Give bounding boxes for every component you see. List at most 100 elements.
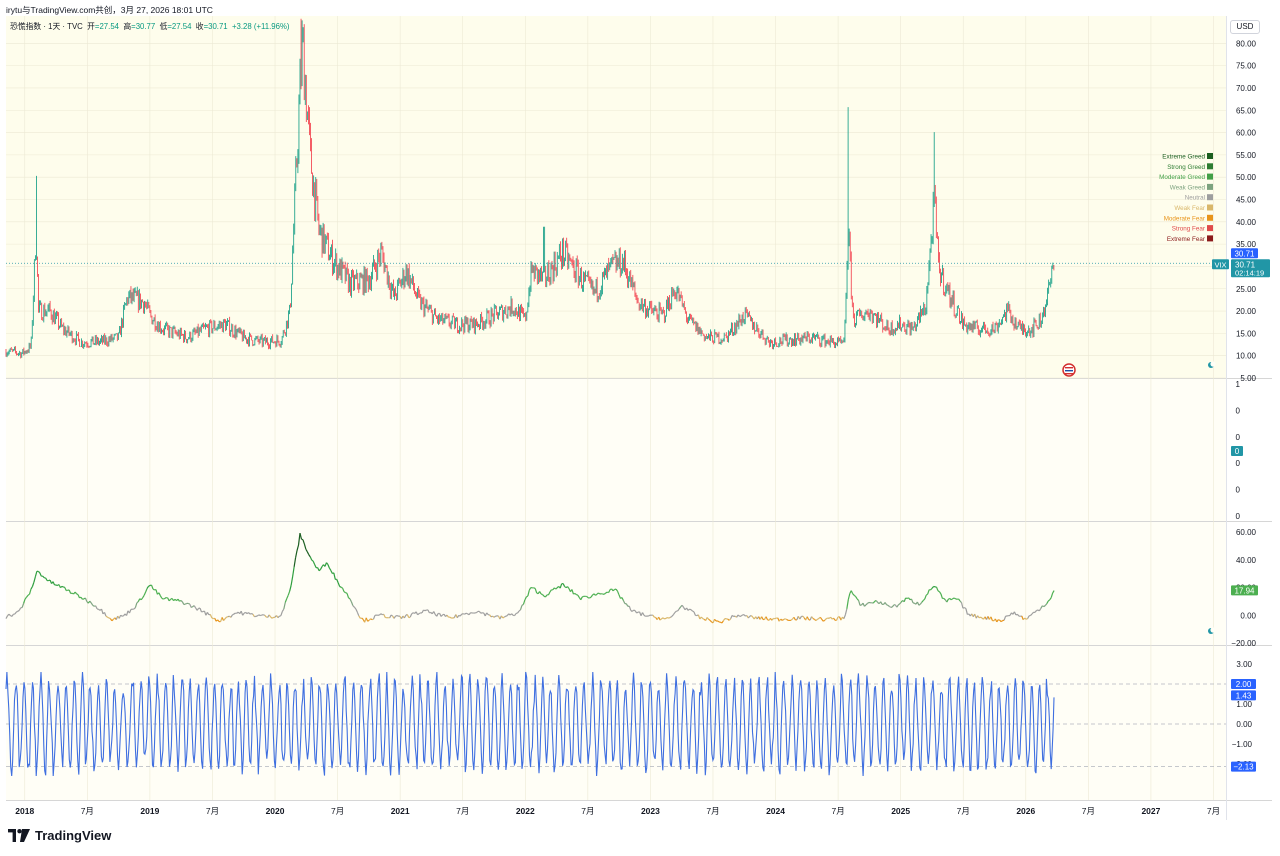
sentiment-legend-swatch	[1207, 194, 1213, 201]
sentiment-segment	[1040, 605, 1043, 609]
sentiment-segment	[230, 614, 233, 618]
sentiment-segment	[296, 544, 300, 551]
sentiment-segment	[411, 612, 414, 615]
x-tick-label: 7月	[957, 806, 970, 816]
sentiment-segment	[749, 615, 752, 617]
x-tick-label: 2027	[1141, 806, 1160, 816]
sentiment-segment	[937, 590, 940, 593]
sentiment-segment	[593, 593, 596, 596]
sentiment-segment	[27, 593, 30, 596]
sentiment-segment	[268, 614, 272, 618]
sentiment-segment	[922, 598, 926, 601]
sentiment-segment	[950, 598, 954, 601]
sentiment-legend-label: Strong Greed	[1167, 164, 1205, 171]
sentiment-legend-swatch	[1207, 214, 1213, 221]
sentiment-segment	[1016, 613, 1020, 617]
sentiment-segment	[815, 618, 818, 622]
sentiment-segment	[914, 602, 917, 605]
x-tick-label: 2018	[15, 806, 34, 816]
sentiment-segment	[625, 603, 629, 607]
sentiment-segment	[173, 598, 176, 602]
sentiment-segment	[1027, 615, 1030, 619]
sentiment-segment	[714, 618, 717, 622]
sentiment-segment	[120, 614, 123, 617]
sentiment-segment	[612, 588, 616, 592]
sentiment-segment	[690, 609, 693, 612]
sentiment-segment	[161, 597, 164, 600]
indicator-last-text: 17.94	[1234, 586, 1255, 595]
indicator-pane-bg	[6, 522, 1226, 645]
sentiment-segment	[31, 581, 35, 587]
sentiment-segment	[918, 603, 921, 606]
sentiment-segment	[1030, 613, 1033, 616]
sentiment-segment	[853, 594, 857, 598]
sentiment-segment	[492, 615, 495, 618]
sentiment-segment	[150, 584, 154, 590]
sentiment-segment	[90, 602, 94, 606]
sentiment-segment	[959, 600, 962, 604]
sentiment-line	[5, 532, 1055, 624]
sentiment-segment	[924, 594, 927, 600]
sentiment-segment	[486, 612, 489, 616]
sentiment-segment	[361, 617, 364, 620]
oscillator-y-label: −1.00	[1232, 740, 1253, 749]
sentiment-segment	[761, 616, 764, 620]
sentiment-segment	[308, 554, 311, 558]
y-tick-label: 65.00	[1236, 106, 1257, 115]
sentiment-segment	[519, 605, 523, 611]
sentiment-segment	[242, 612, 245, 616]
sentiment-segment	[350, 601, 354, 606]
sentiment-segment	[721, 620, 724, 624]
sentiment-segment	[899, 601, 902, 605]
sentiment-segment	[196, 608, 200, 611]
x-tick-label: 2023	[641, 806, 660, 816]
sentiment-segment	[595, 593, 598, 596]
sentiment-segment	[337, 582, 341, 587]
sentiment-segment	[750, 615, 754, 618]
sentiment-segment	[185, 602, 188, 605]
sentiment-segment	[368, 618, 371, 621]
sentiment-segment	[412, 612, 415, 614]
sentiment-segment	[440, 614, 444, 617]
sentiment-segment	[648, 614, 651, 617]
sentiment-segment	[258, 614, 261, 617]
sentiment-segment	[896, 604, 899, 608]
sentiment-segment	[424, 609, 427, 612]
sentiment-segment	[309, 556, 313, 561]
sentiment-segment	[1050, 592, 1054, 598]
sentiment-segment	[340, 586, 343, 589]
sentiment-segment	[616, 590, 620, 596]
sentiment-segment	[461, 613, 464, 615]
zero-pane-y-label: 0	[1236, 433, 1241, 442]
share-caption: irytu与TradingView.com共创，3月 27, 2026 18:0…	[6, 5, 213, 15]
sentiment-segment	[367, 619, 370, 622]
sentiment-segment	[670, 615, 673, 618]
sentiment-segment	[605, 591, 608, 594]
sentiment-segment	[284, 598, 288, 603]
currency-button[interactable]: USD	[1230, 20, 1260, 34]
sentiment-segment	[177, 598, 180, 602]
sentiment-segment	[706, 617, 710, 620]
sentiment-segment	[11, 613, 14, 617]
sentiment-segment	[793, 616, 796, 621]
sentiment-segment	[1003, 615, 1007, 621]
tradingview-logo[interactable]: TradingView	[8, 828, 111, 843]
sentiment-segment	[378, 613, 382, 616]
sentiment-segment	[476, 610, 479, 614]
sentiment-segment	[692, 610, 695, 613]
sentiment-segment	[346, 593, 350, 598]
oscillator-badge	[1231, 679, 1256, 689]
sentiment-segment	[251, 613, 254, 615]
sentiment-segment	[246, 612, 249, 615]
sentiment-legend-swatch	[1207, 173, 1213, 180]
y-tick-label: 40.00	[1236, 218, 1257, 227]
sentiment-segment	[905, 597, 908, 600]
sentiment-segment	[780, 618, 783, 621]
sentiment-segment	[500, 615, 504, 619]
y-tick-label: 75.00	[1236, 62, 1257, 71]
sentiment-segment	[824, 618, 827, 621]
sentiment-segment	[80, 596, 83, 600]
sentiment-segment	[71, 592, 74, 595]
sentiment-segment	[609, 588, 612, 591]
